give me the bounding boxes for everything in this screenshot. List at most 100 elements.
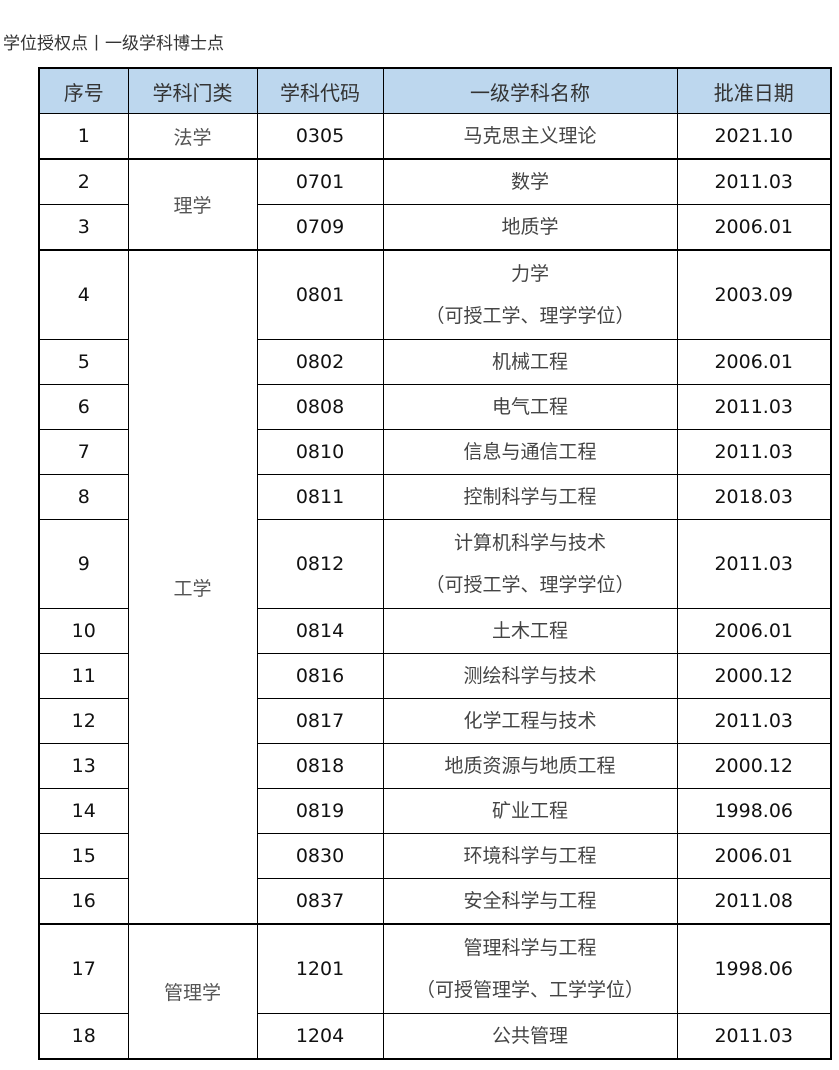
subject-name: 土木工程 [491,620,568,642]
subject-name: 马克思主义理论 [463,125,597,147]
row-number: 13 [38,743,129,789]
subject-name-cell: 马克思主义理论 [382,113,678,160]
row-number: 1 [38,113,129,160]
table-row: 10 0814 土木工程 2006.01 [38,608,832,654]
table-row: 11 0816 测绘科学与技术 2000.12 [38,653,832,699]
subject-name: 管理科学与工程 [463,937,597,959]
approval-date: 2006.01 [676,339,832,385]
row-number: 11 [38,653,129,699]
subject-name-cell: 控制科学与工程 [382,474,678,520]
table-row: 8 0811 控制科学与工程 2018.03 [38,474,832,520]
table-row: 3 0709 地质学 2006.01 [38,204,832,251]
subject-name: 电气工程 [491,396,568,418]
subject-name: 安全科学与工程 [463,890,597,912]
subject-code: 0701 [256,158,384,205]
subject-code: 0810 [256,429,384,475]
subject-name: 化学工程与技术 [463,710,597,732]
approval-date: 2011.03 [676,384,832,430]
row-number: 18 [38,1013,129,1060]
table-row: 1 法学 0305 马克思主义理论 2021.10 [38,113,832,160]
table-row: 16 0837 安全科学与工程 2011.08 [38,878,832,925]
doctoral-programs-table: 序号 学科门类 学科代码 一级学科名称 批准日期 1 法学 0305 马克思主义理论 2… [38,67,832,1060]
approval-date: 2021.10 [676,113,832,160]
subject-name: 地质资源与地质工程 [444,755,616,777]
subject-name-cell: 管理科学与工程 （可授管理学、工学学位） [382,923,678,1014]
subject-name-cell: 地质资源与地质工程 [382,743,678,789]
approval-date: 1998.06 [676,923,832,1014]
subject-code: 0801 [256,249,384,340]
subject-category: 法学 [127,113,258,160]
header-category: 学科门类 [127,67,258,114]
subject-name-cell: 力学 （可授工学、理学学位） [382,249,678,340]
row-number: 5 [38,339,129,385]
subject-name: 控制科学与工程 [463,486,597,508]
table-row: 14 0819 矿业工程 1998.06 [38,788,832,834]
table-row: 4 工学 0801 力学 （可授工学、理学学位） 2003.09 [38,249,832,925]
subject-code: 0819 [256,788,384,834]
subject-name-cell: 化学工程与技术 [382,698,678,744]
subject-name: 信息与通信工程 [463,441,597,463]
subject-code: 0814 [256,608,384,654]
table-row: 9 0812 计算机科学与技术 （可授工学、理学学位） 2011.03 [38,519,832,609]
subject-name-cell: 矿业工程 [382,788,678,834]
row-number: 14 [38,788,129,834]
subject-name: 公共管理 [491,1025,568,1047]
subject-name-cell: 环境科学与工程 [382,833,678,879]
approval-date: 1998.06 [676,788,832,834]
table-row: 15 0830 环境科学与工程 2006.01 [38,833,832,879]
row-number: 15 [38,833,129,879]
subject-code: 0817 [256,698,384,744]
table-row: 2 理学 0701 数学 2011.03 [38,158,832,251]
header-no: 序号 [38,67,129,114]
table-row: 7 0810 信息与通信工程 2011.03 [38,429,832,475]
approval-date: 2011.03 [676,698,832,744]
subject-name-cell: 土木工程 [382,608,678,654]
subject-code: 0830 [256,833,384,879]
approval-date: 2006.01 [676,608,832,654]
table-row: 6 0808 电气工程 2011.03 [38,384,832,430]
subject-name-cell: 安全科学与工程 [382,878,678,925]
table-row: 5 0802 机械工程 2006.01 [38,339,832,385]
subject-name-cell: 数学 [382,158,678,205]
subject-name: 环境科学与工程 [463,845,597,867]
subject-category: 管理学 [127,923,258,1060]
approval-date: 2006.01 [676,204,832,251]
subject-note: （可授管理学、工学学位） [415,979,644,1001]
subject-name-cell: 地质学 [382,204,678,251]
subject-code: 0808 [256,384,384,430]
subject-name: 矿业工程 [491,800,568,822]
approval-date: 2000.12 [676,743,832,789]
approval-date: 2011.03 [676,429,832,475]
page-title: 学位授权点丨一级学科博士点 [3,34,224,54]
subject-code: 0802 [256,339,384,385]
subject-name-cell: 测绘科学与技术 [382,653,678,699]
subject-code: 0837 [256,878,384,925]
approval-date: 2000.12 [676,653,832,699]
subject-name: 测绘科学与技术 [463,665,597,687]
subject-code: 0709 [256,204,384,251]
approval-date: 2011.03 [676,1013,832,1060]
subject-name: 力学 [510,263,549,285]
approval-date: 2011.03 [676,158,832,205]
subject-name: 地质学 [501,216,559,238]
subject-category: 工学 [127,249,258,925]
approval-date: 2011.08 [676,878,832,925]
approval-date: 2003.09 [676,249,832,340]
subject-name-cell: 电气工程 [382,384,678,430]
table-row: 17 管理学 1201 管理科学与工程 （可授管理学、工学学位） 1998.06 [38,923,832,1060]
header-date: 批准日期 [676,67,832,114]
row-number: 17 [38,923,129,1014]
table-row: 18 1204 公共管理 2011.03 [38,1013,832,1060]
approval-date: 2006.01 [676,833,832,879]
subject-name-cell: 信息与通信工程 [382,429,678,475]
table-header-row: 序号 学科门类 学科代码 一级学科名称 批准日期 [38,67,832,114]
approval-date: 2011.03 [676,519,832,609]
subject-name-cell: 计算机科学与技术 （可授工学、理学学位） [382,519,678,609]
subject-name-cell: 公共管理 [382,1013,678,1060]
table-row: 12 0817 化学工程与技术 2011.03 [38,698,832,744]
subject-name: 计算机科学与技术 [453,532,606,554]
header-name: 一级学科名称 [382,67,678,114]
row-number: 3 [38,204,129,251]
subject-category: 理学 [127,158,258,251]
row-number: 4 [38,249,129,340]
